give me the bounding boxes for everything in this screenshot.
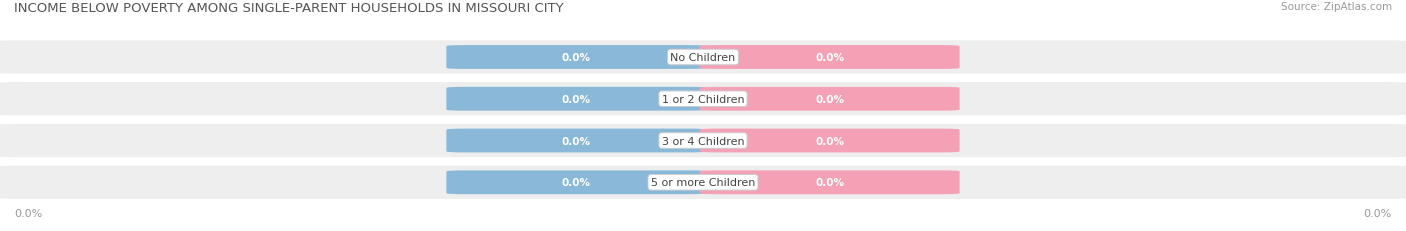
- FancyBboxPatch shape: [700, 46, 960, 70]
- Text: 0.0%: 0.0%: [815, 53, 844, 63]
- FancyBboxPatch shape: [447, 46, 707, 70]
- FancyBboxPatch shape: [447, 171, 707, 194]
- FancyBboxPatch shape: [447, 129, 707, 153]
- Text: 0.0%: 0.0%: [1364, 208, 1392, 218]
- FancyBboxPatch shape: [0, 166, 1406, 199]
- Text: 0.0%: 0.0%: [815, 136, 844, 146]
- FancyBboxPatch shape: [700, 171, 960, 194]
- FancyBboxPatch shape: [700, 129, 960, 153]
- Text: 0.0%: 0.0%: [562, 136, 591, 146]
- Text: INCOME BELOW POVERTY AMONG SINGLE-PARENT HOUSEHOLDS IN MISSOURI CITY: INCOME BELOW POVERTY AMONG SINGLE-PARENT…: [14, 2, 564, 15]
- FancyBboxPatch shape: [700, 88, 960, 111]
- Text: 0.0%: 0.0%: [815, 177, 844, 188]
- Text: 0.0%: 0.0%: [14, 208, 42, 218]
- Text: 0.0%: 0.0%: [562, 177, 591, 188]
- FancyBboxPatch shape: [0, 124, 1406, 158]
- Text: 0.0%: 0.0%: [562, 53, 591, 63]
- Text: 5 or more Children: 5 or more Children: [651, 177, 755, 188]
- FancyBboxPatch shape: [0, 83, 1406, 116]
- Text: 3 or 4 Children: 3 or 4 Children: [662, 136, 744, 146]
- Text: 0.0%: 0.0%: [815, 94, 844, 104]
- FancyBboxPatch shape: [0, 41, 1406, 74]
- Text: Source: ZipAtlas.com: Source: ZipAtlas.com: [1281, 2, 1392, 12]
- FancyBboxPatch shape: [447, 88, 707, 111]
- Text: No Children: No Children: [671, 53, 735, 63]
- Text: 1 or 2 Children: 1 or 2 Children: [662, 94, 744, 104]
- Text: 0.0%: 0.0%: [562, 94, 591, 104]
